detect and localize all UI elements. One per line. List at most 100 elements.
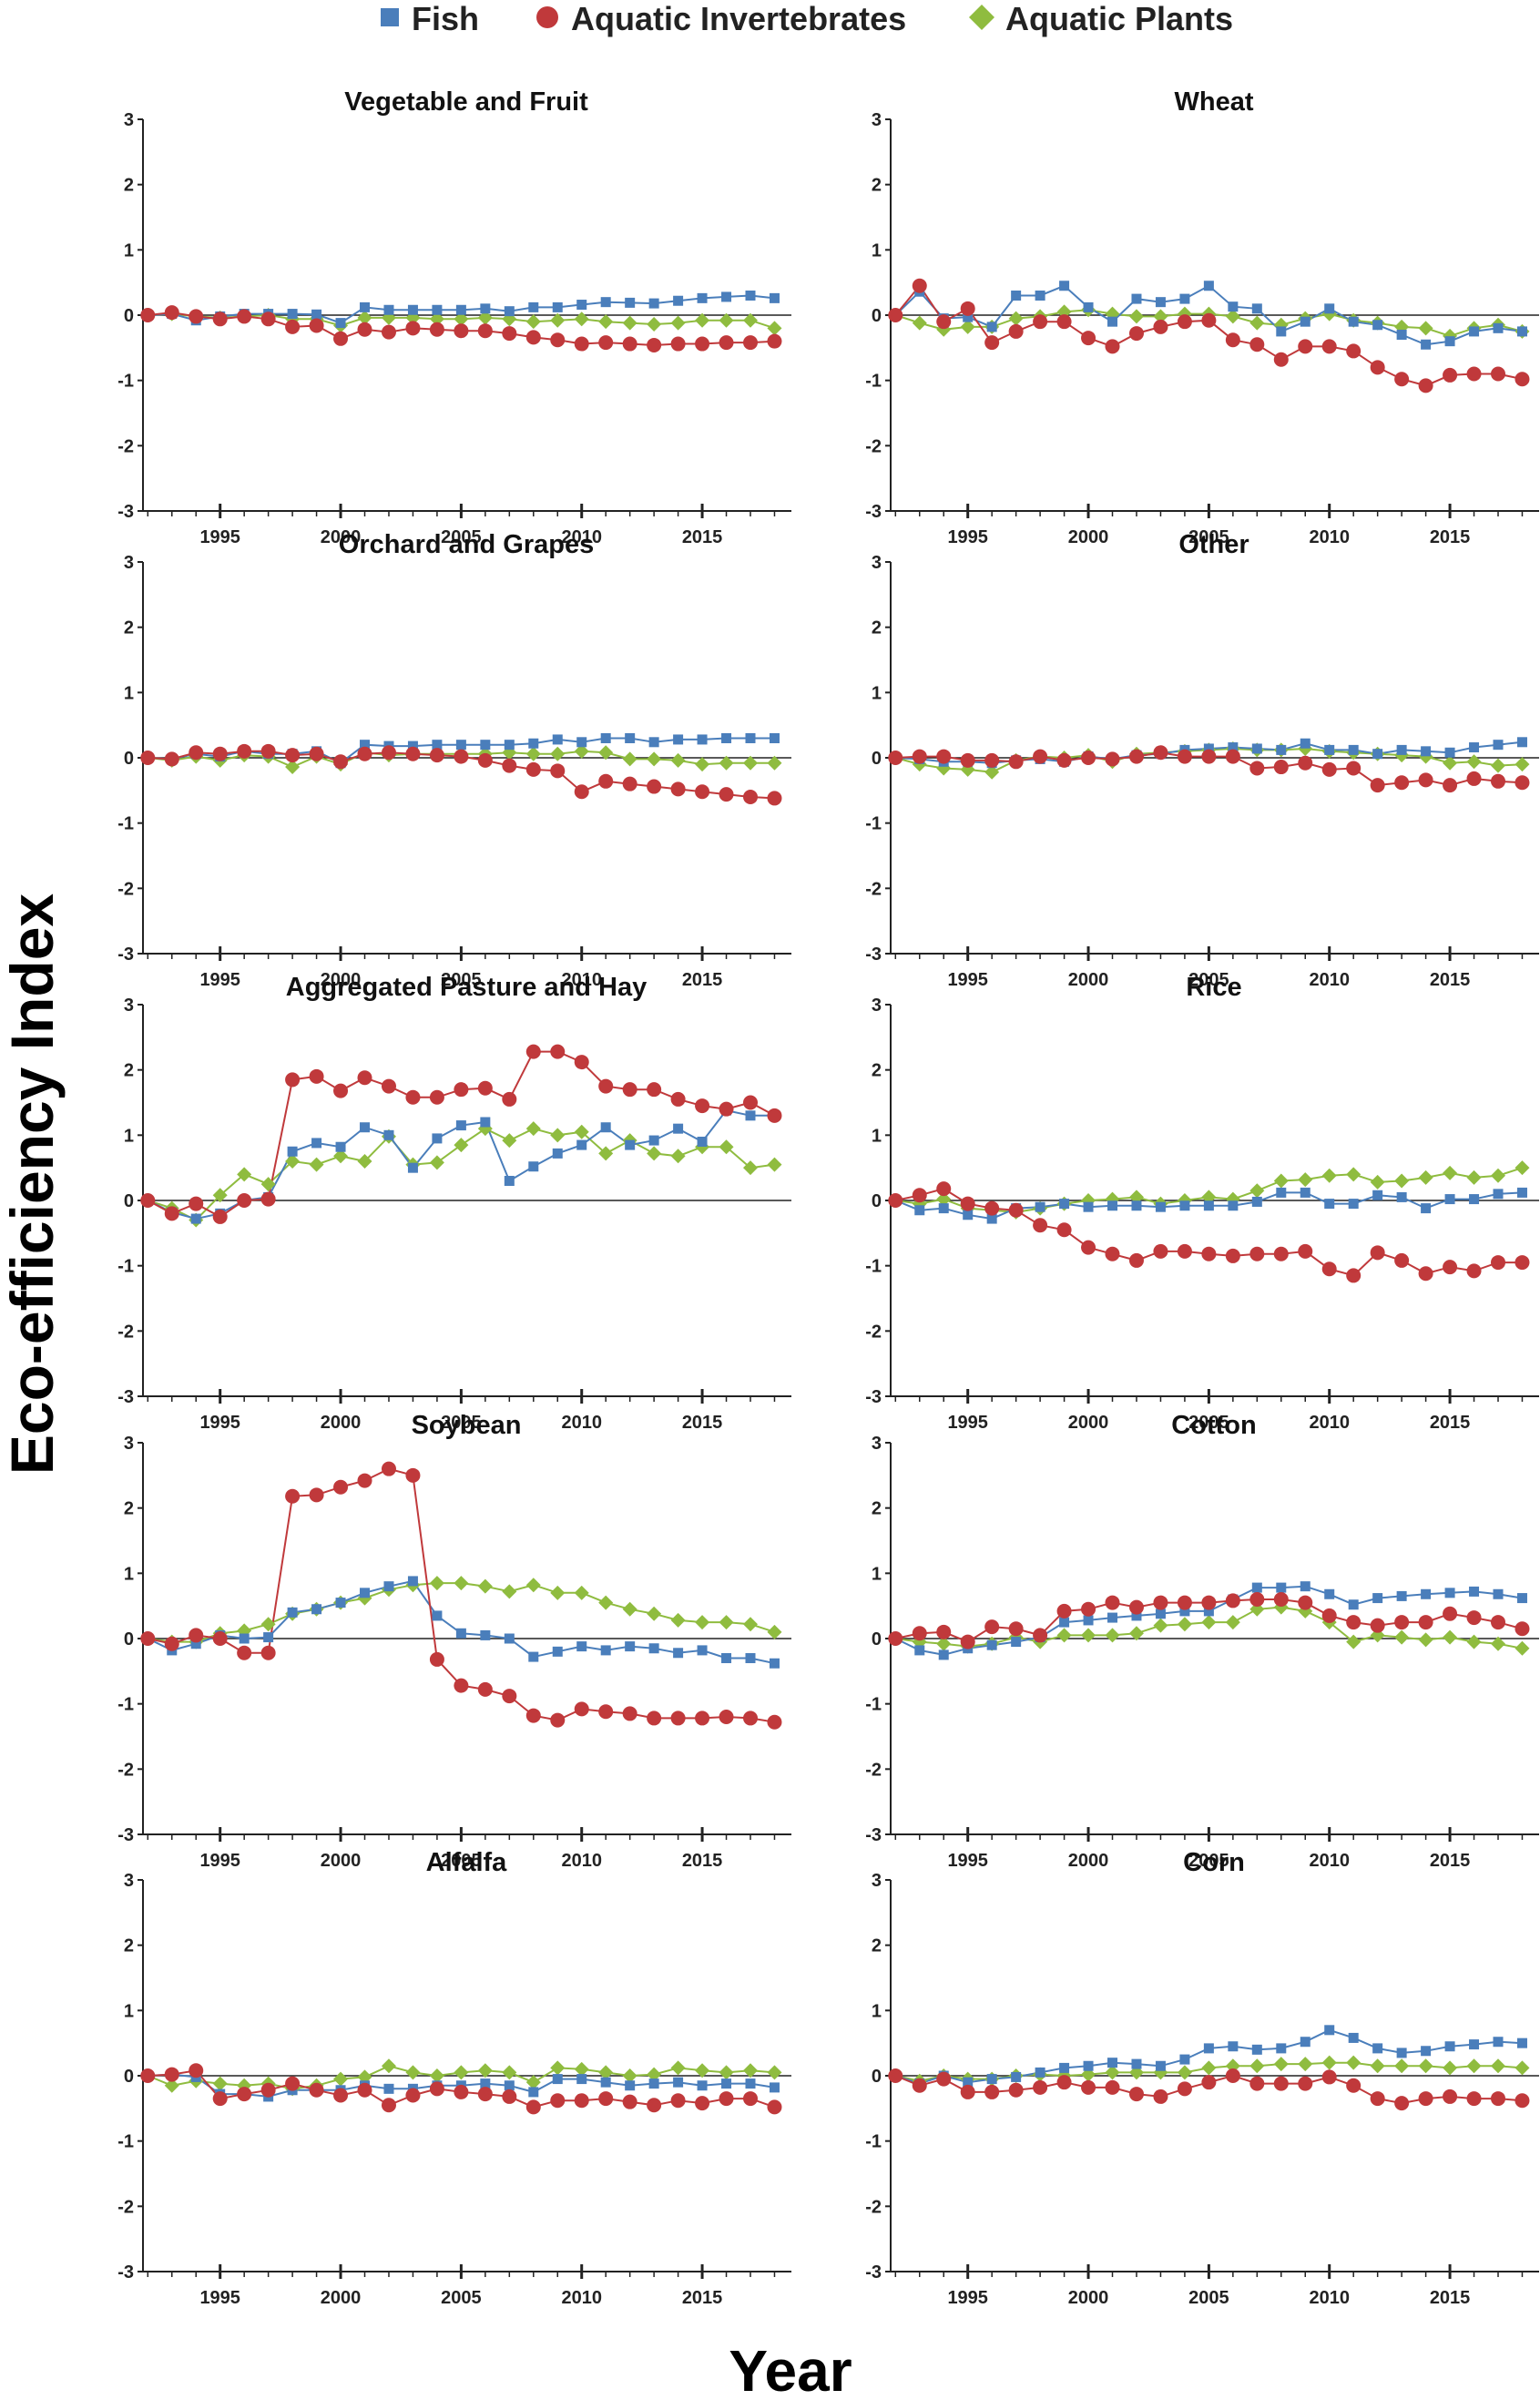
invertebrates-point-2007 <box>1249 1246 1265 1261</box>
plants-point-2011 <box>598 2065 614 2080</box>
plants-point-2001 <box>1105 2065 1120 2080</box>
invertebrates-point-2001 <box>357 1473 372 1488</box>
invertebrates-point-1995 <box>960 1634 975 1649</box>
y-tick-label: 3 <box>124 110 134 130</box>
fish-point-2017 <box>745 1110 756 1121</box>
invertebrates-point-1995 <box>212 311 228 327</box>
panel-aggregated-pasture-and-hay: Aggregated Pasture and Hay 3 2 1 0 -1 -2 -3 1995… <box>117 973 791 1433</box>
fish-point-2012 <box>1372 1593 1383 1604</box>
fish-point-2006 <box>480 2078 491 2089</box>
plants-point-2012 <box>622 2068 637 2083</box>
invertebrates-point-2011 <box>598 1704 614 1720</box>
fish-point-1999 <box>311 1138 322 1149</box>
plants-point-1998 <box>285 760 301 775</box>
invertebrates-point-2013 <box>647 2098 662 2113</box>
invertebrates-point-1993 <box>164 2067 179 2082</box>
x-tick-label: 2005 <box>1188 1413 1229 1433</box>
fish-point-2013 <box>1396 744 1407 755</box>
invertebrates-point-1997 <box>1008 754 1024 770</box>
fish-point-2005 <box>1203 1606 1214 1617</box>
fish-point-2018 <box>1516 737 1527 748</box>
plants-point-2016 <box>719 2065 734 2080</box>
invertebrates-point-2002 <box>381 2098 396 2113</box>
plants-point-2010 <box>1321 1168 1337 1183</box>
y-tick-label: 3 <box>872 1434 882 1454</box>
y-tick-label: 1 <box>872 240 882 260</box>
fish-point-2010 <box>1324 303 1335 314</box>
fish-point-2018 <box>769 1658 780 1669</box>
fish-point-2003 <box>407 1576 418 1587</box>
x-tick-label: 2015 <box>1430 1851 1471 1871</box>
plants-point-1997 <box>1008 311 1024 326</box>
y-tick-label: 1 <box>124 1126 134 1146</box>
invertebrates-point-1994 <box>936 749 952 764</box>
invertebrates-point-2010 <box>1321 761 1337 777</box>
y-tick-label: 0 <box>872 1191 882 1211</box>
x-tick-label: 2005 <box>441 1413 482 1433</box>
plants-point-2015 <box>1443 2060 1458 2076</box>
plants-point-2013 <box>647 1146 662 1161</box>
invertebrates-point-2017 <box>1491 1615 1506 1630</box>
invertebrates-point-2014 <box>670 1091 686 1107</box>
invertebrates-point-2016 <box>1466 771 1482 786</box>
fish-point-2004 <box>432 1610 443 1621</box>
plants-point-2013 <box>1394 1173 1410 1189</box>
invertebrates-point-1999 <box>309 746 324 761</box>
invertebrates-point-2004 <box>429 1089 444 1105</box>
plants-point-2007 <box>502 1584 517 1599</box>
plants-point-2009 <box>550 312 566 328</box>
fish-point-1999 <box>1059 2062 1070 2073</box>
invertebrates-point-2009 <box>1298 1595 1313 1610</box>
x-tick-label: 2015 <box>682 970 723 990</box>
plants-point-2016 <box>719 755 734 771</box>
y-tick-label: -2 <box>117 879 134 899</box>
plants-point-2010 <box>1321 2055 1337 2070</box>
fish-point-1999 <box>1059 1199 1070 1210</box>
invertebrates-point-1995 <box>960 1196 975 1211</box>
plants-point-1999 <box>309 1157 324 1172</box>
fish-point-2014 <box>1421 1588 1432 1599</box>
panel-wheat: Wheat 3 2 1 0 -1 -2 -3 1995 2000 2005 2010 2015 <box>865 87 1539 547</box>
invertebrates-point-2017 <box>743 1711 759 1726</box>
plants-point-2002 <box>1128 309 1144 324</box>
invertebrates-point-2008 <box>525 761 541 777</box>
invertebrates-point-2004 <box>1177 1243 1192 1259</box>
invertebrates-point-1998 <box>1033 1218 1048 1233</box>
fish-point-2012 <box>625 1641 636 1652</box>
fish-point-2001 <box>1107 2058 1118 2068</box>
invertebrates-point-1996 <box>237 1193 252 1208</box>
fish-point-2003 <box>1155 297 1166 308</box>
invertebrates-point-2014 <box>1418 2091 1433 2107</box>
fish-point-2011 <box>1348 316 1359 327</box>
fish-point-2014 <box>1421 746 1432 757</box>
fish-point-1998 <box>1035 2067 1045 2078</box>
invertebrates-point-1993 <box>164 751 179 767</box>
plants-point-2015 <box>695 1615 710 1630</box>
x-tick-label: 2000 <box>321 1851 362 1871</box>
plants-point-2018 <box>1515 2060 1530 2076</box>
invertebrates-point-1995 <box>960 301 975 316</box>
panel-orchard-and-grapes: Orchard and Grapes 3 2 1 0 -1 -2 -3 1995 2000 2005… <box>117 530 791 990</box>
fish-point-2011 <box>600 2077 611 2088</box>
fish-point-2002 <box>1131 293 1142 304</box>
x-tick-label: 2010 <box>561 2288 602 2308</box>
invertebrates-point-2003 <box>405 746 421 761</box>
fish-point-2017 <box>1493 322 1504 333</box>
fish-point-2001 <box>1107 1612 1118 1623</box>
fish-point-2006 <box>480 303 491 314</box>
invertebrates-point-1996 <box>984 752 1000 768</box>
invertebrates-point-2014 <box>1418 1266 1433 1282</box>
invertebrates-point-2013 <box>1394 775 1410 791</box>
invertebrates-point-2015 <box>695 1098 710 1114</box>
invertebrates-point-2000 <box>333 2088 349 2103</box>
invertebrates-point-2016 <box>719 1101 734 1117</box>
fish-point-2008 <box>1276 1582 1287 1593</box>
fish-point-2002 <box>383 1581 394 1592</box>
plants-point-1996 <box>237 1167 252 1182</box>
fish-point-1994 <box>938 1203 949 1214</box>
invertebrates-point-2014 <box>1418 378 1433 393</box>
fish-point-2007 <box>1251 743 1262 754</box>
panel-title: Alfalfa <box>426 1848 508 1877</box>
plants-point-1995 <box>212 2076 228 2091</box>
